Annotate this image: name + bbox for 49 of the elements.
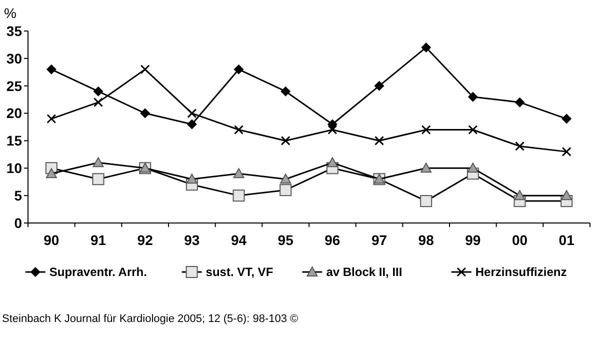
x-tick-label: 93 (184, 232, 200, 248)
y-axis-title: % (4, 5, 16, 21)
point (562, 146, 572, 156)
point (421, 42, 432, 52)
y-tick-label: 20 (6, 105, 22, 122)
point (186, 119, 197, 130)
point (280, 86, 291, 96)
x-tick-label: 94 (230, 232, 247, 248)
point (280, 136, 290, 146)
point (94, 98, 103, 108)
legend-label: av Block II, III (326, 265, 402, 280)
y-tick-label: 15 (6, 132, 22, 149)
y-tick-label: 0 (14, 214, 22, 231)
x-tick-label: 92 (137, 232, 154, 248)
point (93, 86, 104, 96)
x-tick-label: 01 (558, 232, 575, 248)
x-tick-label: 98 (418, 232, 434, 248)
point (562, 114, 572, 124)
point (468, 92, 478, 102)
point (374, 136, 384, 146)
x-tick-label: 96 (324, 232, 340, 248)
legend-label: Supraventr. Arrh. (49, 265, 147, 280)
legend-label: sust. VT, VF (206, 265, 274, 280)
y-tick-label: 30 (6, 50, 22, 66)
legend-label: Herzinsuffizienz (475, 265, 567, 280)
x-tick-label: 99 (465, 232, 481, 248)
x-tick-label: 91 (90, 232, 106, 248)
point (140, 108, 150, 118)
text: Steinbach K Journal für Kardiologie 2005; 12 (5-6): 98-103 © (2, 313, 298, 325)
point (140, 64, 150, 74)
point (46, 114, 56, 124)
point (234, 64, 244, 74)
x-tick-label: 00 (512, 232, 528, 248)
x-tick-label: 95 (278, 232, 294, 248)
y-tick-label: 35 (6, 22, 22, 39)
point (46, 64, 56, 74)
x-tick-label: 97 (371, 232, 388, 248)
point (468, 124, 478, 134)
point (421, 124, 431, 134)
y-tick-label: 10 (6, 160, 22, 176)
y-tick-label: 25 (6, 78, 22, 94)
point (187, 108, 197, 118)
point (514, 97, 525, 108)
point (515, 141, 524, 151)
y-tick-label: 5 (14, 187, 22, 204)
point (374, 80, 384, 91)
point (328, 124, 338, 134)
x-tick-label: 90 (44, 232, 60, 248)
point (234, 124, 244, 134)
